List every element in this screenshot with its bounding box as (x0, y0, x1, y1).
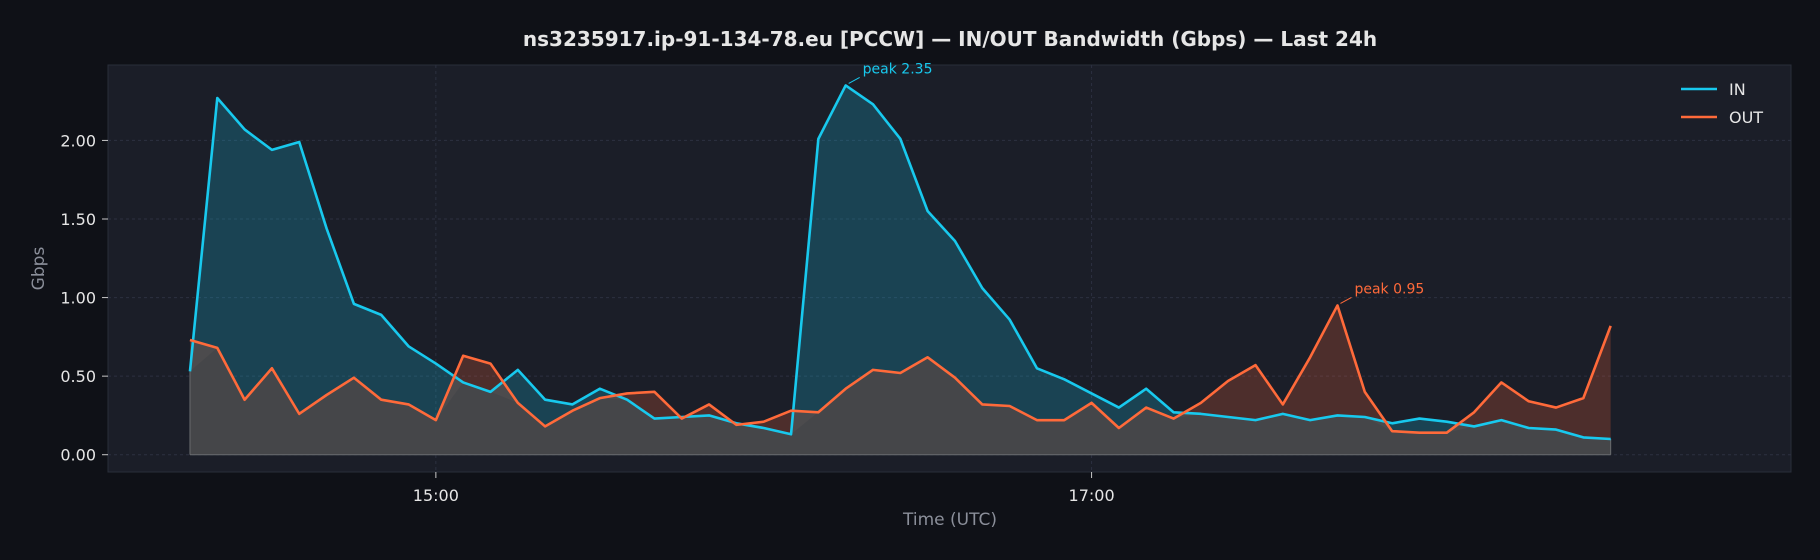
chart-title: ns3235917.ip-91-134-78.eu [PCCW] — IN/OU… (523, 27, 1377, 51)
annotation-label: peak 0.95 (1354, 281, 1424, 297)
series-lines (188, 84, 1612, 441)
y-tick-label: 1.50 (60, 210, 96, 229)
legend-label-out: OUT (1729, 108, 1763, 127)
annotations: peak 2.35 peak 0.95 (848, 61, 1424, 304)
legend: IN OUT (1681, 80, 1763, 127)
series-fills (189, 85, 1612, 456)
y-tick-label: 2.00 (60, 131, 96, 150)
x-tick-label: 17:00 (1069, 486, 1115, 505)
y-tick-label: 0.00 (60, 446, 96, 465)
series-overlap-area (189, 347, 1611, 455)
x-axis-label: Time (UTC) (902, 510, 997, 530)
series-area-in (189, 85, 1611, 455)
axes: 0.00 0.50 1.00 1.50 2.00 15:00 17:00 (60, 131, 1114, 505)
series-line-out (189, 304, 1612, 435)
series-line-in (188, 84, 1611, 441)
y-tick-label: 1.00 (60, 289, 96, 308)
y-axis-label: Gbps (29, 247, 49, 291)
x-tick-label: 15:00 (413, 486, 459, 505)
y-tick-label: 0.50 (60, 367, 96, 386)
annotation-label: peak 2.35 (863, 61, 933, 77)
legend-label-in: IN (1729, 80, 1746, 99)
annotation-pointer (848, 76, 860, 84)
annotation-pointer (1340, 296, 1352, 304)
